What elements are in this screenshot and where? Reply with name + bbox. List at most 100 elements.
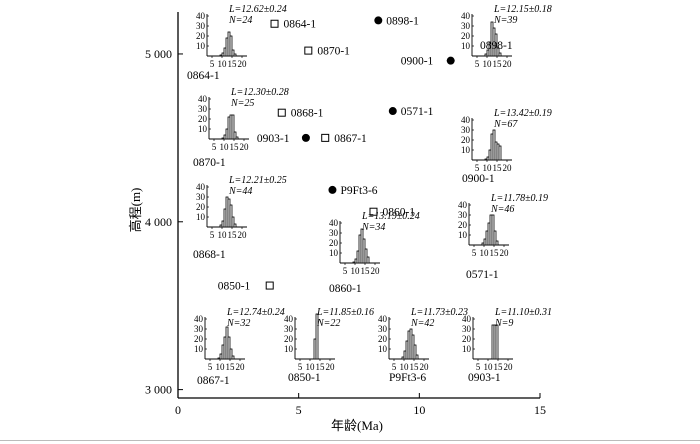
histogram-sample-label: 0864-1 <box>187 70 220 82</box>
histogram-x-tick-label: 15 <box>361 266 371 276</box>
open-square-marker <box>321 133 330 142</box>
histogram-x-tick-label: 10 <box>216 362 226 372</box>
histogram-y-tick-label: 10 <box>329 248 339 258</box>
x-tick-label: 15 <box>534 403 546 417</box>
histogram-x-tick-label: 10 <box>484 362 494 372</box>
histogram-x-tick-label: 10 <box>218 230 228 240</box>
histogram-count: N=42 <box>410 318 434 329</box>
histogram-y-tick-label: 10 <box>194 344 204 354</box>
histogram-x-tick-label: 15 <box>228 230 238 240</box>
histogram-bar <box>498 52 502 57</box>
bottom-rule <box>0 440 700 441</box>
histogram-bar <box>229 348 233 360</box>
histogram-y-tick-label: 20 <box>196 31 206 41</box>
histogram-y-tick-label: 10 <box>461 145 471 155</box>
sample-point-label: 0870-1 <box>317 46 350 58</box>
histogram-count: N=67 <box>493 119 518 130</box>
sample-point-0868-1: 0868-1 <box>277 108 324 120</box>
histogram-bar <box>495 324 499 360</box>
histogram-mean-length: L=12.74±0.24 <box>226 307 285 318</box>
sample-point-label: 0898-1 <box>386 15 419 27</box>
x-tick-label: 0 <box>175 403 181 417</box>
histogram-y-tick-label: 30 <box>461 21 471 31</box>
sample-points: 0864-1 0870-1 0868-1 0867-1 0860-1 0850-1 0898… <box>218 15 455 293</box>
histogram-y-tick-label: 30 <box>198 104 208 114</box>
histogram-x-tick-label: 5 <box>475 59 480 69</box>
histogram-sample-label: 0860-1 <box>329 283 362 295</box>
histogram-y-tick-label: 30 <box>461 125 471 135</box>
histogram-x-tick-label: 5 <box>392 362 397 372</box>
sample-point-label: 0900-1 <box>401 56 434 68</box>
histogram-bar <box>366 256 370 264</box>
histogram-x-tick-label: 20 <box>236 362 246 372</box>
histogram-y-tick-label: 10 <box>378 344 388 354</box>
histogram-y-tick-label: 30 <box>284 324 294 334</box>
histogram-bar <box>494 33 498 57</box>
histogram-bar <box>496 47 500 57</box>
histogram-sample-label: 0867-1 <box>197 375 230 387</box>
histogram-bar <box>415 354 419 360</box>
histogram-x-tick-label: 5 <box>472 248 477 258</box>
y-axis-title: 高程(m) <box>128 188 143 233</box>
histogram-x-tick-label: 5 <box>212 142 217 152</box>
histogram-mean-length: L=12.62±0.24 <box>228 4 287 15</box>
histogram-count: N=39 <box>493 15 517 26</box>
histogram-x-tick-label: 20 <box>238 230 248 240</box>
sample-point-p9ft3-6: P9Ft3-6 <box>328 185 378 197</box>
histogram-x-tick-label: 15 <box>226 362 236 372</box>
histogram-y-tick-label: 20 <box>198 114 208 124</box>
sample-point-0903-1: 0903-1 <box>257 133 310 145</box>
histogram-bar <box>229 35 233 57</box>
histogram-bar <box>235 136 239 140</box>
histogram-x-tick-label: 10 <box>218 59 228 69</box>
histogram-bar <box>233 53 237 57</box>
histogram-y-tick-label: 30 <box>194 324 204 334</box>
sample-point-0850-1: 0850-1 <box>218 281 274 293</box>
histogram-y-tick-label: 20 <box>329 238 339 248</box>
sample-point-0867-1: 0867-1 <box>321 133 367 145</box>
histogram-y-tick-label: 10 <box>196 212 206 222</box>
histogram-x-tick-label: 5 <box>476 362 481 372</box>
histogram-y-tick-label: 20 <box>284 334 294 344</box>
histogram-x-tick-label: 15 <box>494 362 504 372</box>
histogram-x-tick-label: 5 <box>208 362 213 372</box>
histogram-x-tick-label: 10 <box>400 362 410 372</box>
histogram-y-tick-label: 30 <box>378 324 388 334</box>
histogram-y-tick-label: 20 <box>461 31 471 41</box>
histogram-count: N=22 <box>316 318 340 329</box>
histogram-y-tick-label: 10 <box>284 344 294 354</box>
histogram-y-tick-label: 10 <box>198 124 208 134</box>
histogram-bar <box>231 216 235 228</box>
histogram-y-tick-label: 40 <box>462 314 472 324</box>
sample-point-label: 0903-1 <box>257 133 290 145</box>
histogram-y-tick-label: 20 <box>196 202 206 212</box>
histogram-y-tick-label: 20 <box>461 135 471 145</box>
histogram-count: N=9 <box>494 318 513 329</box>
histogram-y-tick-label: 30 <box>458 210 468 220</box>
histogram-y-tick-label: 40 <box>329 218 339 228</box>
histogram-y-tick-label: 40 <box>198 94 208 104</box>
histogram-x-tick-label: 10 <box>351 266 361 276</box>
x-axis-title: 年龄(Ma) <box>331 418 383 433</box>
histogram-y-tick-label: 20 <box>462 334 472 344</box>
sample-point-label: P9Ft3-6 <box>340 185 377 197</box>
histogram-mean-length: L=13.42±0.19 <box>493 108 552 119</box>
histogram-count: N=34 <box>361 222 385 233</box>
histogram-bar <box>315 313 319 360</box>
open-square-marker <box>304 46 313 55</box>
histogram-bar <box>233 131 237 140</box>
histogram-y-tick-label: 40 <box>461 11 471 21</box>
histogram-bar <box>231 355 235 360</box>
histogram-x-tick-label: 10 <box>306 362 316 372</box>
histogram-count: N=46 <box>490 204 514 215</box>
filled-circle-marker <box>301 133 310 142</box>
y-tick-label: 4 000 <box>145 215 172 229</box>
histogram-sample-label: 0850-1 <box>288 372 321 384</box>
